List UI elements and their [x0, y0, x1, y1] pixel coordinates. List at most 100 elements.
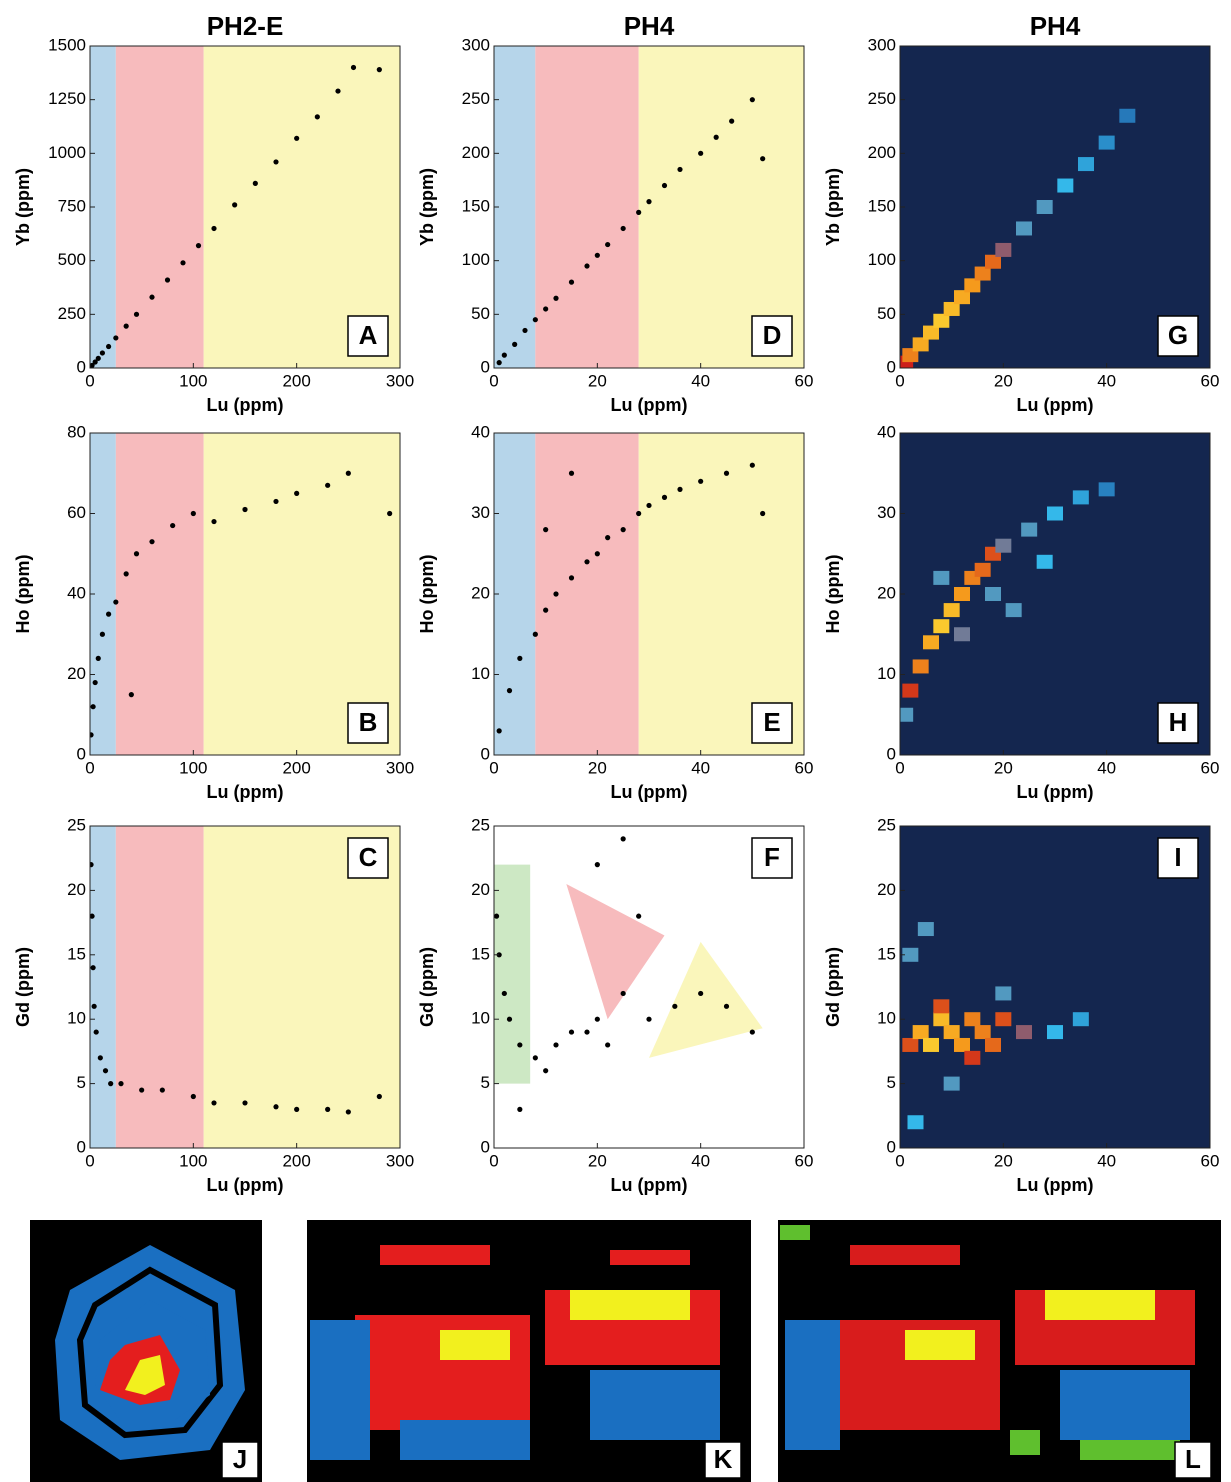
y-tick-label: 50: [471, 304, 490, 323]
point: [97, 1055, 103, 1061]
panel: 0 100 200 300 0 20 40 60 80 Lu (ppm) Ho (ppm) B: [13, 422, 414, 801]
density-cell: [902, 1037, 919, 1052]
panel-label: F: [764, 842, 780, 872]
point: [677, 166, 683, 173]
y-tick-label: 10: [67, 1009, 86, 1028]
panel-label-box: [751, 315, 793, 357]
point: [646, 1016, 652, 1022]
point: [133, 551, 140, 557]
point: [646, 199, 652, 205]
x-tick-label: 0: [85, 758, 94, 777]
y-axis-label: Ho (ppm): [417, 555, 437, 634]
panel-label: A: [359, 320, 378, 350]
x-axis-label: Lu (ppm): [1017, 395, 1094, 415]
x-tick-label: 60: [1201, 1151, 1220, 1170]
chart-title: PH4: [624, 11, 675, 41]
map-j: J: [30, 1220, 262, 1482]
y-tick-label: 15: [471, 944, 490, 963]
y-tick-label: 25: [471, 815, 490, 834]
y-tick-label: 300: [868, 35, 896, 54]
point: [594, 252, 600, 258]
panel-label-box: [1157, 315, 1199, 357]
density-cell: [974, 1025, 991, 1040]
y-axis-label: Ho (ppm): [823, 555, 843, 634]
point: [636, 209, 642, 215]
region: [494, 433, 536, 755]
y-tick-label: 150: [868, 196, 896, 215]
y-axis-label: Gd (ppm): [417, 947, 437, 1027]
panel-label: D: [763, 320, 782, 350]
y-tick-label: 15: [67, 944, 86, 963]
point: [294, 1106, 300, 1112]
density-cell: [923, 325, 939, 340]
panel-label: H: [1169, 707, 1188, 737]
density-cell: [1005, 603, 1022, 618]
x-tick-label: 0: [489, 371, 498, 390]
region: [494, 46, 536, 368]
point: [568, 575, 575, 581]
x-tick-label: 300: [386, 371, 414, 390]
point: [661, 182, 668, 189]
density-cell: [900, 707, 914, 722]
x-axis-label: Lu (ppm): [1017, 1175, 1094, 1195]
density-cell: [1047, 1025, 1063, 1040]
point: [139, 1087, 145, 1093]
y-tick-label: 0: [481, 744, 490, 763]
point: [242, 506, 248, 513]
density-cell: [1016, 221, 1032, 236]
x-axis-label: Lu (ppm): [207, 1175, 284, 1195]
density-cell: [1021, 522, 1038, 537]
region: [494, 864, 531, 1084]
panel: 0 20 40 60 0 5 10 15 20 25 Lu (ppm) Gd (ppm) I: [823, 815, 1220, 1194]
point: [494, 913, 500, 919]
density-cell: [1036, 554, 1053, 569]
map-k: K: [307, 1220, 751, 1482]
panel: 0 20 40 60 0 50 100 150 200 250 300 Lu (ppm) Yb (ppm…: [823, 11, 1220, 415]
x-tick-label: 40: [691, 758, 710, 777]
y-tick-label: 0: [887, 1137, 896, 1156]
point: [568, 1029, 575, 1035]
point: [553, 1042, 559, 1048]
point: [543, 607, 549, 613]
x-axis-label: Lu (ppm): [207, 782, 284, 802]
x-axis-label: Lu (ppm): [611, 395, 688, 415]
x-tick-label: 60: [1201, 371, 1220, 390]
plot-area: [494, 46, 804, 368]
point: [106, 611, 112, 617]
density-cell: [964, 1050, 981, 1065]
point: [749, 97, 755, 103]
panel-label: K: [714, 1444, 733, 1474]
point: [517, 1106, 523, 1112]
point: [102, 1068, 109, 1074]
y-axis-label: Gd (ppm): [13, 947, 33, 1027]
density-cell: [974, 266, 991, 281]
plot-area: [900, 826, 1210, 1148]
density-cell: [923, 635, 939, 650]
density-cell: [933, 1012, 950, 1027]
panel-label: L: [1185, 1444, 1201, 1474]
point: [605, 241, 611, 248]
y-axis-label: Ho (ppm): [13, 555, 33, 634]
y-tick-label: 0: [77, 744, 86, 763]
point: [723, 1003, 730, 1009]
y-tick-label: 200: [462, 143, 490, 162]
x-axis-label: Lu (ppm): [207, 395, 284, 415]
density-cell: [954, 627, 970, 642]
y-tick-label: 60: [67, 503, 86, 522]
point: [543, 306, 549, 312]
x-tick-label: 200: [282, 758, 310, 777]
density-cell: [1036, 200, 1053, 214]
point: [729, 118, 735, 124]
density-cell: [1057, 178, 1074, 193]
density-cell: [1016, 1025, 1032, 1040]
x-tick-label: 0: [895, 758, 904, 777]
point: [698, 990, 704, 997]
y-tick-label: 1500: [48, 35, 86, 54]
plot-area: [90, 433, 400, 755]
panel-label: J: [233, 1444, 247, 1474]
density-cell: [943, 1025, 960, 1040]
x-tick-label: 40: [1097, 371, 1116, 390]
point: [314, 114, 320, 120]
point: [91, 1003, 97, 1009]
density-cell: [902, 947, 919, 962]
